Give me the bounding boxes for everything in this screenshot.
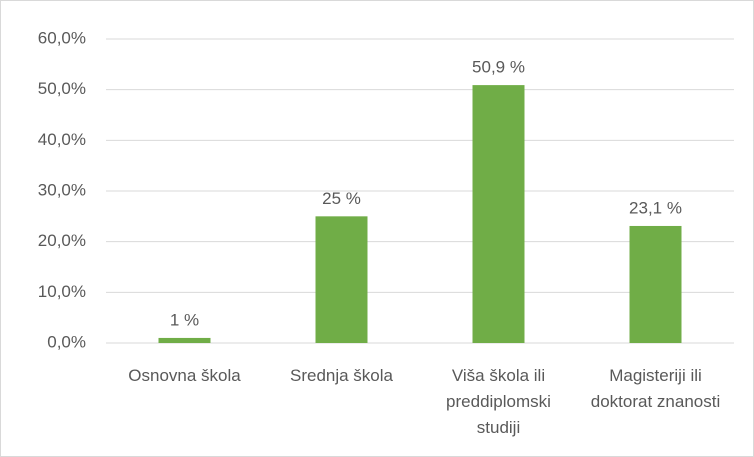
x-tick-label: Viša škola ili preddiplomski studiji [446,366,551,437]
y-tick-label: 30,0% [38,180,86,199]
y-tick-label: 20,0% [38,231,86,250]
data-label: 25 % [322,189,361,208]
y-tick-label: 40,0% [38,130,86,149]
x-tick-label: Magisteriji ili doktorat znanosti [591,366,720,411]
y-tick-label: 10,0% [38,282,86,301]
bar [158,337,211,343]
y-tick-label: 50,0% [38,79,86,98]
bar [472,85,525,344]
x-tick-label: Osnovna škola [128,366,241,385]
data-label: 50,9 % [472,58,525,77]
data-label: 1 % [170,310,199,329]
bar [315,216,368,343]
data-label: 23,1 % [629,198,682,217]
x-tick-label: Srednja škola [290,366,394,385]
y-tick-label: 0,0% [47,332,86,351]
bar [629,225,682,343]
y-tick-label: 60,0% [38,28,86,47]
